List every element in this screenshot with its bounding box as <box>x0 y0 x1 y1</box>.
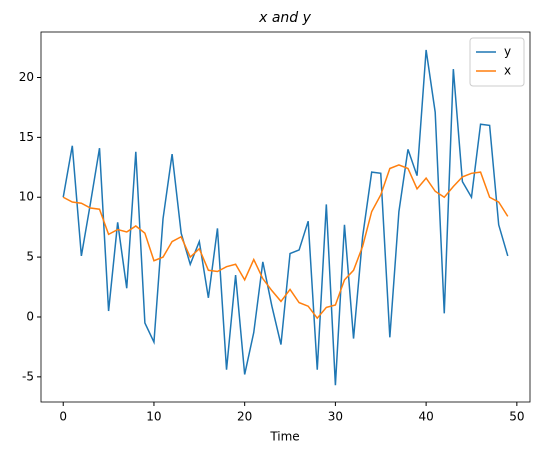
line-series <box>62 164 509 320</box>
legend-label: y <box>504 45 511 59</box>
chart-title: x and y <box>258 10 312 26</box>
x-axis-label: Time <box>269 430 299 444</box>
y-tick-label: 0 <box>26 309 34 323</box>
x-tick-label: 0 <box>59 410 67 424</box>
line-series <box>62 49 509 386</box>
y-tick-label: 15 <box>19 130 34 144</box>
x-tick-label: 50 <box>509 410 524 424</box>
x-tick-label: 20 <box>237 410 252 424</box>
y-tick-label: -5 <box>22 369 34 383</box>
plot-frame <box>40 31 531 403</box>
x-tick-label: 30 <box>328 410 343 424</box>
y-tick-label: 10 <box>19 190 34 204</box>
legend-box <box>469 37 525 87</box>
x-tick-label: 10 <box>146 410 161 424</box>
x-tick-label: 40 <box>418 410 433 424</box>
legend-label: x <box>504 64 511 78</box>
y-tick-label: 5 <box>26 250 34 264</box>
y-tick-label: 20 <box>19 70 34 84</box>
